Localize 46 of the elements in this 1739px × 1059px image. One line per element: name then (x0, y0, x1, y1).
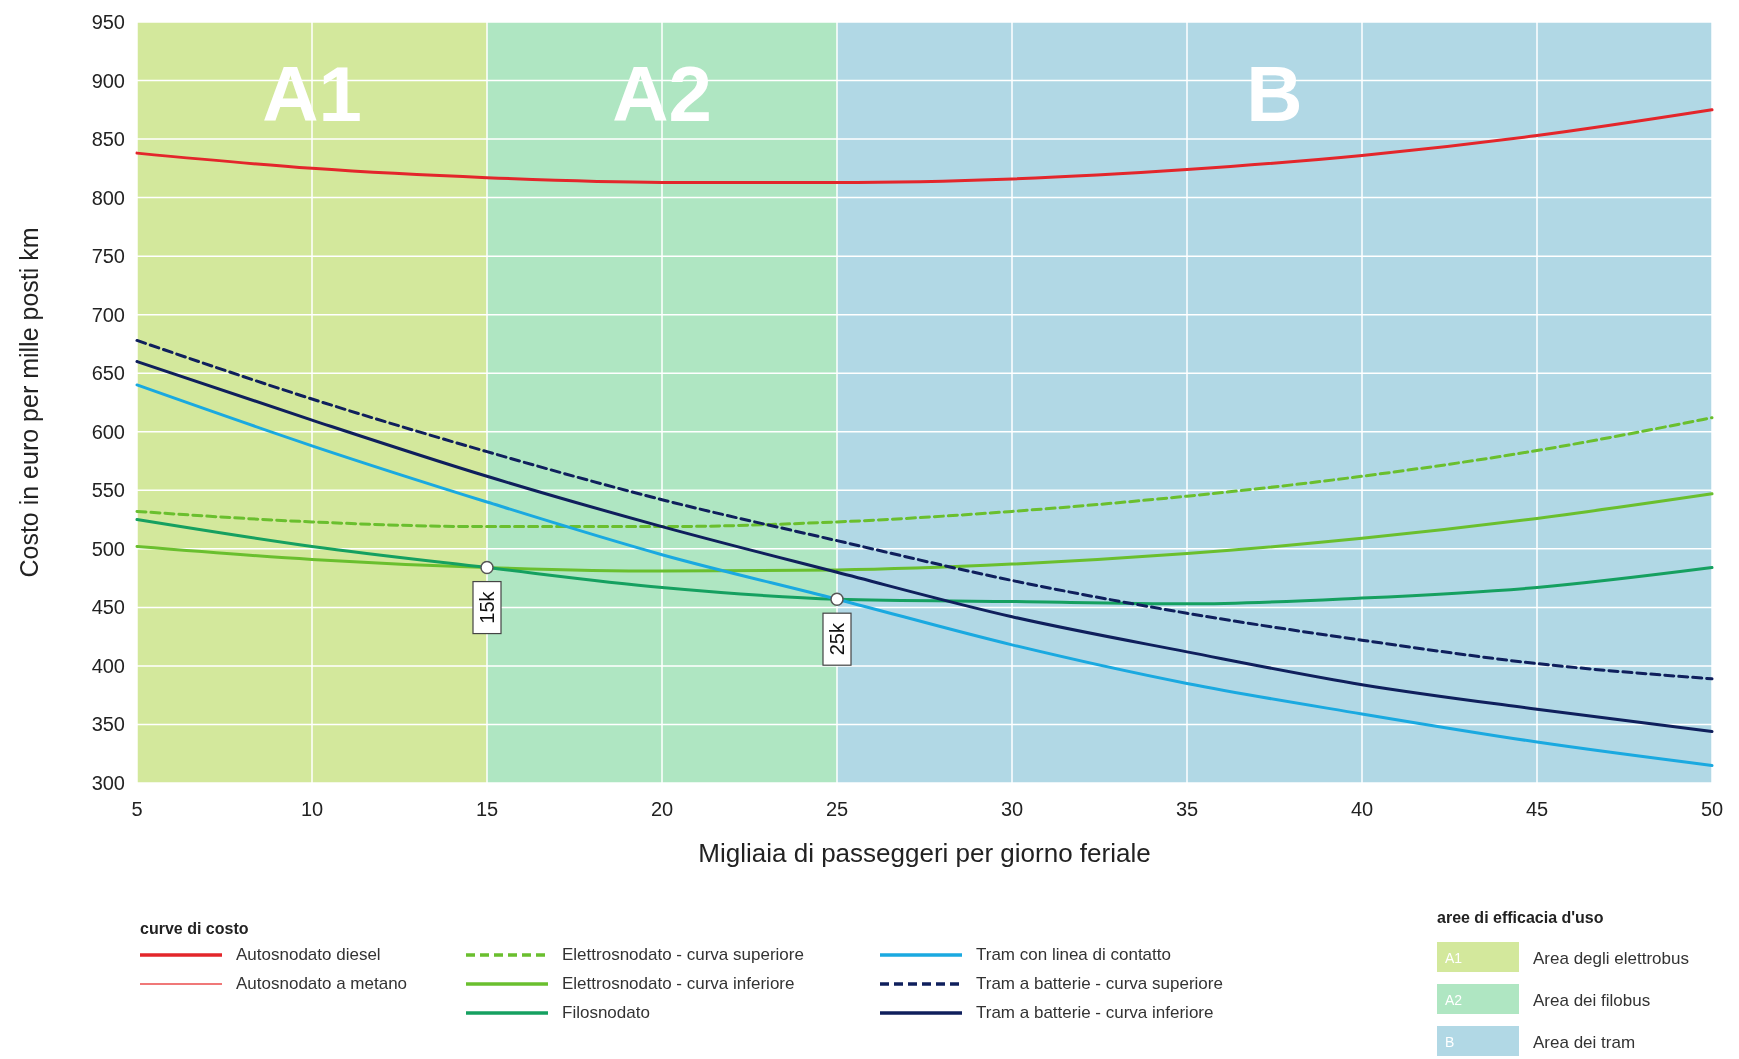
x-tick-label: 40 (1350, 798, 1374, 820)
legend-label: Autosnodato diesel (236, 945, 381, 964)
text: A1 (1445, 950, 1463, 966)
legend-label: Elettrosnodato - curva superiore (562, 945, 804, 964)
x-tick-label: 15 (475, 798, 499, 820)
x-tick-label: 45 (1525, 798, 1549, 820)
y-tick-label: 400 (91, 654, 125, 677)
x-tick-label: 50 (1700, 798, 1724, 820)
text: Area degli elettrobus (1533, 949, 1689, 968)
y-tick-label: 700 (91, 303, 125, 326)
legend-label: Tram con linea di contatto (976, 945, 1171, 964)
legend-label: Tram a batterie - curva superiore (976, 974, 1223, 993)
y-tick-label: 850 (91, 128, 125, 151)
annotation: 25k (826, 622, 848, 656)
text: Area dei filobus (1533, 991, 1651, 1010)
text: aree di efficacia d'uso (1437, 909, 1604, 926)
legend-title: curve di costo (140, 920, 249, 937)
line-series (135, 416, 1714, 529)
x-tick-label: 30 (1000, 798, 1024, 820)
x-tick-label: 25 (825, 798, 849, 820)
y-tick-label: 900 (91, 69, 125, 92)
y-tick-label: 800 (91, 186, 125, 209)
x-axis-title: Migliaia di passeggeri per giorno feriale (698, 838, 1151, 868)
text: B (1445, 1034, 1455, 1050)
y-tick-label: 500 (91, 537, 125, 560)
y-tick-label: 750 (91, 245, 125, 268)
legend-label: Filosnodato (562, 1003, 650, 1022)
x-tick-label: 20 (650, 798, 674, 820)
annotation: 15k (476, 590, 498, 624)
legend-label: Autosnodato a metano (236, 974, 408, 993)
y-tick-label: 450 (91, 596, 125, 619)
y-tick-label: 650 (91, 362, 125, 385)
y-axis-title: Costo in euro per mille posti km (15, 227, 43, 578)
y-tick-label: 550 (91, 479, 125, 502)
legend-label: Elettrosnodato - curva inferiore (562, 974, 795, 993)
y-tick-label: 950 (91, 11, 125, 33)
text: Area dei tram (1533, 1033, 1636, 1052)
y-tick-label: 300 (91, 772, 125, 794)
y-tick-label: 350 (91, 713, 125, 736)
y-tick-label: 600 (91, 420, 125, 443)
x-tick-label: 10 (300, 798, 324, 820)
legend-label: Tram a batterie - curva inferiore (976, 1003, 1214, 1022)
text: A2 (1445, 992, 1463, 1008)
x-tick-label: 5 (131, 798, 143, 820)
x-tick-label: 35 (1175, 798, 1199, 820)
line-series (135, 338, 1714, 681)
